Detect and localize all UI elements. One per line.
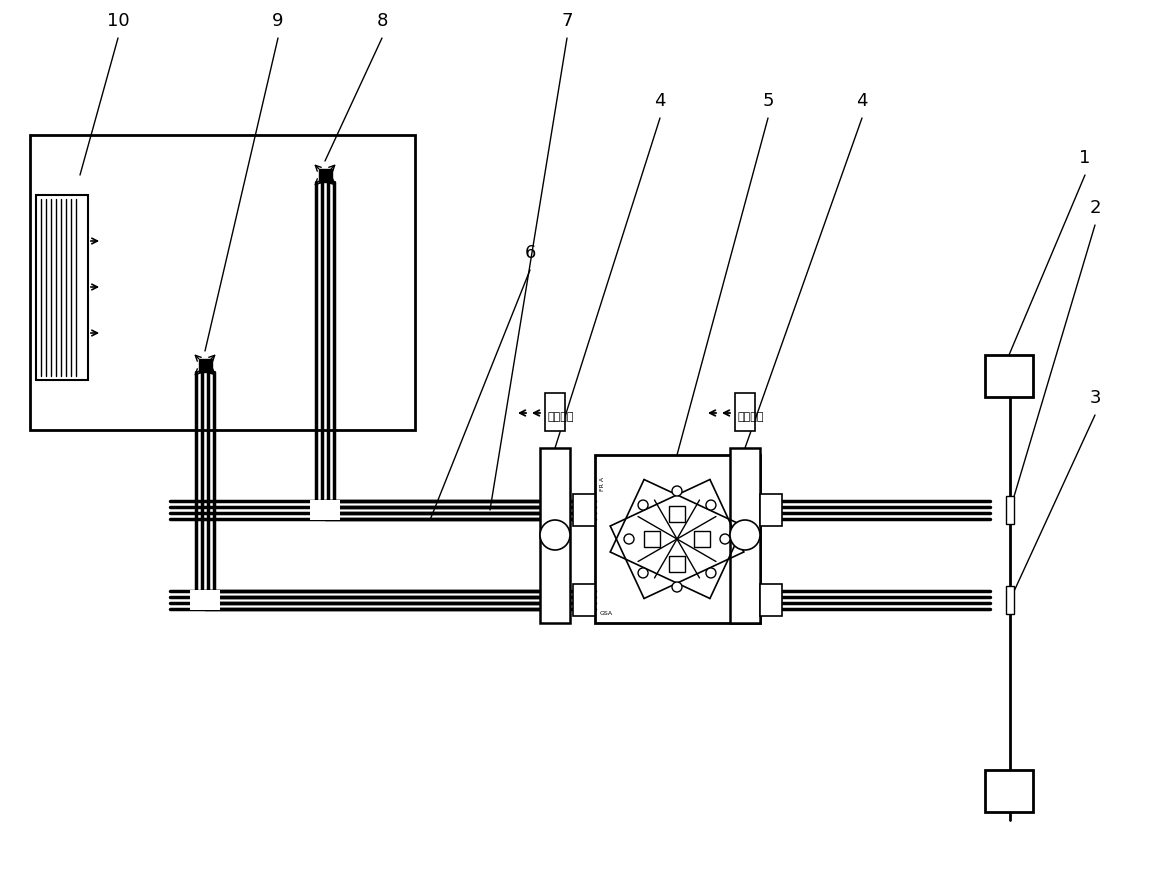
Bar [595,455,760,623]
Bar [310,500,340,520]
Text: FR A: FR A [600,477,605,491]
Bar [694,531,710,547]
Circle shape [638,500,648,510]
Bar [1006,586,1014,614]
Bar [669,556,686,572]
Text: 10: 10 [107,12,129,30]
Circle shape [720,534,730,544]
Text: GSA: GSA [600,611,614,616]
Text: 9: 9 [272,12,284,30]
Text: 清水冲洗: 清水冲洗 [737,412,763,422]
Bar [644,531,660,547]
Text: 5: 5 [762,92,774,110]
Text: 1: 1 [1079,149,1091,167]
Text: 7: 7 [561,12,573,30]
Text: 6: 6 [524,244,536,262]
Bar [760,584,782,616]
Circle shape [730,520,760,550]
Circle shape [672,582,682,592]
Bar [36,195,88,380]
Text: 2: 2 [1089,199,1100,217]
Bar [545,393,565,431]
Circle shape [638,568,648,578]
Text: 清水冲洗: 清水冲洗 [547,412,574,422]
Text: 8: 8 [376,12,388,30]
Bar [540,448,571,623]
Bar [320,169,332,182]
Bar [730,448,760,623]
Bar [1006,496,1014,524]
Text: 4: 4 [856,92,868,110]
Bar [985,355,1033,397]
Bar [669,506,686,522]
Circle shape [706,500,716,510]
Bar [191,590,220,610]
Text: 4: 4 [654,92,666,110]
Circle shape [624,534,634,544]
Circle shape [672,486,682,496]
Bar [199,359,211,372]
Circle shape [540,520,571,550]
Bar [573,494,595,526]
Circle shape [706,568,716,578]
Bar [736,393,755,431]
Bar [985,770,1033,812]
Text: 3: 3 [1089,389,1100,407]
Bar [573,584,595,616]
Bar [760,494,782,526]
Bar [30,135,415,430]
